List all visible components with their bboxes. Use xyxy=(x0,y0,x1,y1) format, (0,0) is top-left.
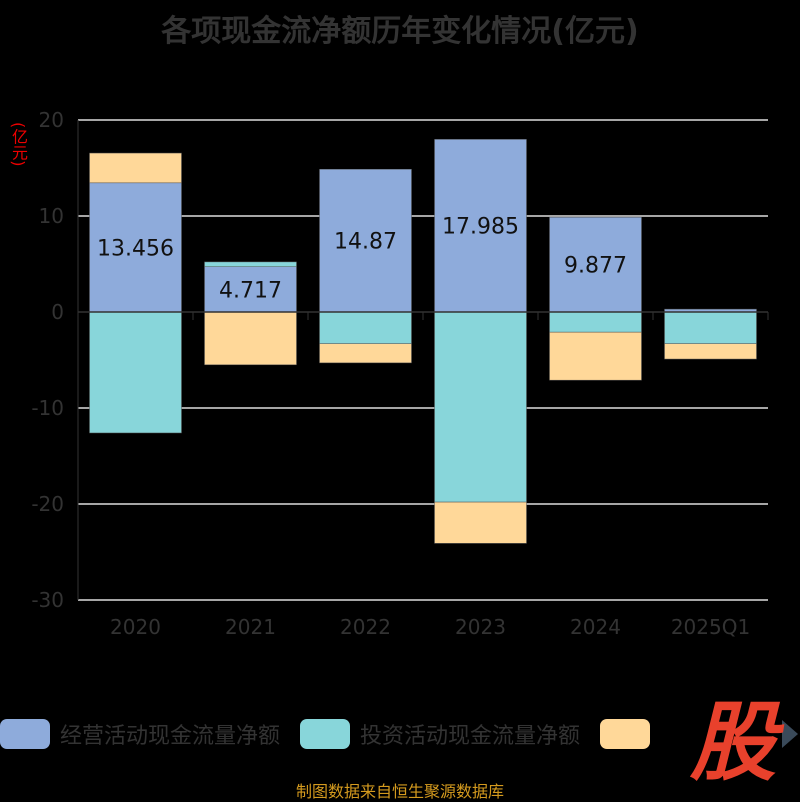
legend-swatch xyxy=(300,719,351,749)
data-label: 13.456 xyxy=(97,236,174,261)
bar-2021 xyxy=(204,266,297,313)
bar-2021 xyxy=(204,261,297,267)
bar-2020 xyxy=(89,311,182,434)
bar-2020 xyxy=(89,152,182,184)
y-axis-unit: (亿元) xyxy=(9,122,28,167)
bar-2022 xyxy=(319,168,412,313)
legend: 经营活动现金流量净额 投资活动现金流量净额 xyxy=(0,718,680,750)
x-tick-label: 2021 xyxy=(225,615,276,639)
bar-2024 xyxy=(549,216,642,313)
y-tick-label: 0 xyxy=(51,300,64,324)
source-note: 制图数据来自恒生聚源数据库 xyxy=(295,782,504,801)
legend-label: 经营活动现金流量净额 xyxy=(60,724,281,749)
x-tick-label: 2022 xyxy=(340,615,391,639)
logo: 股 xyxy=(690,693,776,793)
data-label: 4.717 xyxy=(219,278,282,303)
legend-swatch xyxy=(0,719,50,749)
legend-item-third[interactable] xyxy=(600,719,660,749)
legend-item-operating[interactable]: 经营活动现金流量净额 xyxy=(0,718,280,750)
y-tick-label: -10 xyxy=(31,396,64,420)
chart-title: 各项现金流净额历年变化情况(亿元) xyxy=(161,14,639,49)
x-tick-label: 2020 xyxy=(110,615,161,639)
y-tick-label: -20 xyxy=(31,492,64,516)
x-tick-label: 2023 xyxy=(455,615,506,639)
legend-label: 投资活动现金流量净额 xyxy=(360,724,581,749)
legend-item-investing[interactable]: 投资活动现金流量净额 xyxy=(300,718,580,750)
bar-2025Q1 xyxy=(664,343,757,360)
x-tick-label: 2024 xyxy=(570,615,621,639)
bar-2023 xyxy=(434,311,527,503)
bar-2022 xyxy=(319,343,412,364)
bar-2020 xyxy=(89,182,182,313)
legend-next-arrow-icon[interactable] xyxy=(782,720,798,748)
data-label: 14.87 xyxy=(334,230,397,255)
bar-2024 xyxy=(549,311,642,333)
bar-2023 xyxy=(434,501,527,544)
y-tick-label: 10 xyxy=(39,204,64,228)
bar-2024 xyxy=(549,331,642,381)
y-tick-label: 20 xyxy=(39,108,64,132)
bar-2025Q1 xyxy=(664,311,757,344)
y-tick-label: -30 xyxy=(31,588,64,612)
bar-2023 xyxy=(434,139,527,313)
bar-2022 xyxy=(319,311,412,344)
data-label: 9.877 xyxy=(564,254,627,279)
legend-swatch xyxy=(600,719,651,749)
data-label: 17.985 xyxy=(442,215,519,240)
x-tick-label: 2025Q1 xyxy=(671,615,750,639)
bar-2021 xyxy=(204,311,297,366)
